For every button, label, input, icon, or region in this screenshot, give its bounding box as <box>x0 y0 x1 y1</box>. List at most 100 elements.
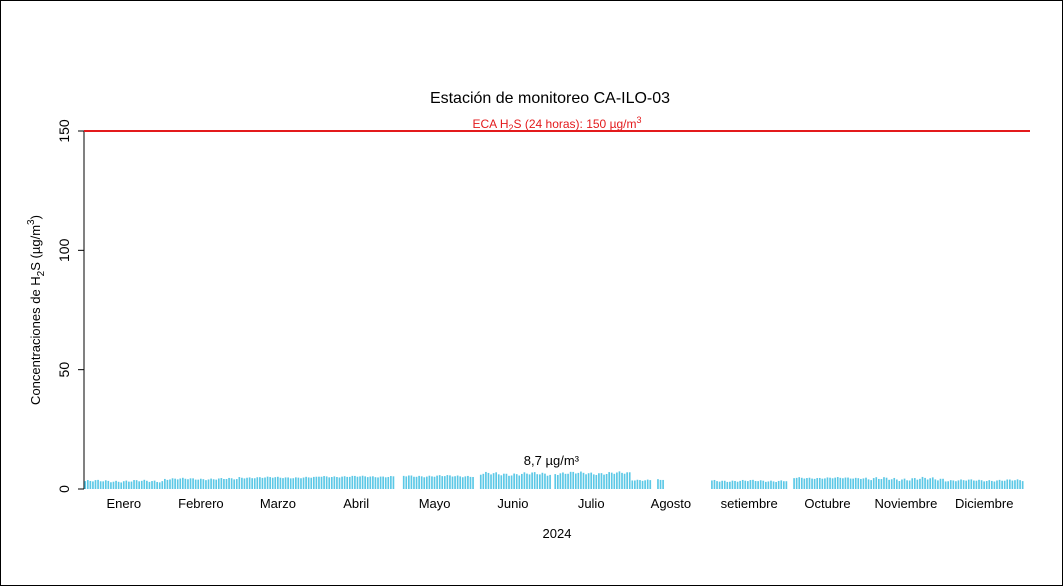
daily-bar <box>726 481 729 489</box>
daily-bar <box>800 477 803 489</box>
daily-bar <box>747 481 749 489</box>
daily-bar <box>402 475 405 489</box>
daily-bar <box>392 476 395 489</box>
daily-bar <box>867 479 870 489</box>
daily-bar <box>125 480 128 489</box>
daily-bar <box>931 477 934 489</box>
daily-bar <box>297 477 300 489</box>
daily-bar <box>467 475 469 489</box>
daily-bar <box>128 481 130 489</box>
daily-bar <box>325 476 328 489</box>
daily-bar <box>603 474 605 489</box>
daily-bar <box>798 477 801 489</box>
daily-bar <box>713 479 716 489</box>
daily-bar <box>418 475 420 489</box>
daily-bar <box>328 477 331 489</box>
y-tick-label: 100 <box>56 238 72 262</box>
daily-bar <box>939 478 942 489</box>
y-axis: 0 50 100 150 <box>56 119 85 493</box>
daily-bar <box>847 477 849 489</box>
daily-bar <box>875 477 878 489</box>
daily-bar <box>585 474 587 489</box>
daily-bar <box>413 476 415 489</box>
daily-bar <box>741 479 744 489</box>
month-label: Mayo <box>419 496 451 511</box>
daily-bar <box>775 481 777 489</box>
daily-bar <box>223 479 225 489</box>
daily-bar <box>793 478 795 489</box>
daily-bar <box>151 481 153 489</box>
daily-bar <box>813 478 816 489</box>
daily-bar <box>408 475 410 489</box>
daily-bar <box>346 476 349 489</box>
daily-bar <box>942 478 944 489</box>
daily-bar <box>212 479 215 489</box>
daily-bar <box>449 475 451 489</box>
max-value-annotation: 8,7 µg/m³ <box>524 453 580 468</box>
daily-bar <box>1016 479 1019 489</box>
daily-bar <box>952 480 955 489</box>
daily-bar <box>443 476 446 489</box>
daily-bar <box>544 473 546 489</box>
daily-bar <box>780 480 783 489</box>
daily-bar <box>901 479 903 489</box>
daily-bar <box>459 476 462 489</box>
reference-line-label: ECA H2S (24 horas): 150 µg/m3 <box>472 115 641 133</box>
daily-bar <box>595 474 598 489</box>
daily-bar <box>829 477 831 489</box>
daily-bar <box>818 477 821 489</box>
daily-bar <box>253 478 256 489</box>
daily-bar <box>384 477 387 489</box>
daily-bar <box>264 477 266 489</box>
daily-bar <box>184 478 187 489</box>
daily-bar <box>646 479 649 489</box>
daily-bar <box>233 479 236 489</box>
daily-bar <box>1021 481 1024 489</box>
daily-bar <box>562 472 564 489</box>
daily-bar <box>94 480 97 489</box>
daily-bar <box>500 475 503 489</box>
daily-bar <box>600 473 603 489</box>
daily-bar <box>510 475 513 489</box>
daily-bar <box>472 476 474 489</box>
daily-bar <box>913 478 916 489</box>
daily-bar <box>97 479 99 489</box>
daily-bar <box>405 476 408 489</box>
daily-bar <box>194 479 197 489</box>
daily-bar <box>865 477 867 489</box>
daily-bar <box>433 476 436 489</box>
daily-bar <box>911 478 914 489</box>
daily-bar <box>220 478 223 489</box>
daily-bar <box>274 477 277 489</box>
daily-bar <box>844 477 847 489</box>
daily-bar <box>605 473 608 489</box>
daily-bar <box>410 475 413 489</box>
month-label: Enero <box>106 496 141 511</box>
month-label: Febrero <box>178 496 224 511</box>
daily-bar <box>343 476 346 489</box>
daily-bar <box>582 472 585 489</box>
daily-bar <box>826 477 829 489</box>
daily-bar <box>238 477 241 489</box>
daily-bar <box>377 477 379 489</box>
daily-bar <box>616 472 618 489</box>
daily-bar <box>998 479 1001 489</box>
daily-bar <box>559 473 562 489</box>
daily-bar <box>320 476 323 489</box>
daily-bar <box>446 475 449 489</box>
daily-bar <box>372 476 374 489</box>
daily-bar <box>564 473 567 489</box>
daily-bar <box>723 480 726 489</box>
month-label: Agosto <box>651 496 691 511</box>
y-tick-label: 50 <box>56 362 72 378</box>
daily-bar <box>110 482 112 489</box>
daily-bar <box>590 472 593 489</box>
daily-bar <box>947 481 950 489</box>
daily-bar <box>135 480 138 489</box>
daily-bar <box>156 481 158 489</box>
daily-bar <box>259 477 261 489</box>
daily-bar <box>577 472 580 489</box>
daily-bar <box>587 473 590 489</box>
daily-bar <box>765 481 767 489</box>
daily-bar <box>572 471 575 489</box>
